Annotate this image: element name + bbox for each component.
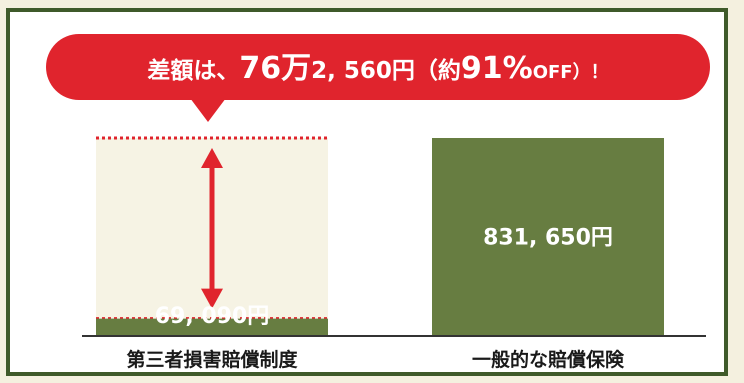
bar-general-insurance <box>432 138 664 335</box>
callout-prefix: 差額は、 <box>147 57 239 84</box>
callout-banner <box>46 34 710 100</box>
callout-amount-large: 76万 <box>239 51 311 86</box>
callout-text: 差額は、76万2, 560円（約91%OFF）！ <box>147 51 608 86</box>
callout-suffix: OFF）！ <box>533 62 609 83</box>
callout-pointer <box>190 98 226 122</box>
category-label-third-party: 第三者損害賠償制度 <box>126 348 298 371</box>
difference-arrow-up-head <box>201 148 223 168</box>
difference-callout: 差額は、76万2, 560円（約91%OFF）！ <box>46 34 710 122</box>
category-label-general-insurance: 一般的な賠償保険 <box>472 348 625 371</box>
difference-gap <box>96 136 328 321</box>
bar-third-party-compensation <box>96 318 328 335</box>
value-label-general-insurance: 831, 650円 <box>483 226 613 251</box>
difference-arrow-down-head <box>201 288 223 309</box>
callout-percent: 91% <box>461 51 533 86</box>
value-label-third-party: 69, 090円 <box>155 304 270 329</box>
callout-amount-rest: 2, 560円（約 <box>311 57 461 84</box>
